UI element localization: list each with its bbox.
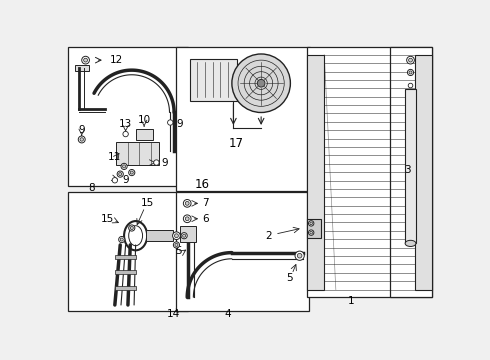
Circle shape	[310, 231, 313, 234]
Text: 2: 2	[266, 231, 272, 241]
Bar	[68, 192, 188, 311]
Text: 9: 9	[78, 125, 85, 135]
Circle shape	[84, 58, 88, 62]
Circle shape	[185, 202, 189, 205]
Text: 13: 13	[119, 119, 132, 129]
Text: 5: 5	[286, 273, 293, 283]
Circle shape	[295, 251, 304, 260]
Bar	[115, 270, 136, 274]
Text: 10: 10	[138, 115, 151, 125]
Text: 5: 5	[175, 246, 182, 256]
Circle shape	[181, 233, 187, 239]
Circle shape	[117, 171, 123, 177]
Circle shape	[174, 234, 178, 238]
Bar	[415, 55, 432, 289]
Circle shape	[409, 58, 413, 62]
Bar	[117, 142, 159, 165]
Text: 4: 4	[225, 309, 231, 319]
Bar	[190, 59, 237, 101]
Bar	[176, 47, 311, 191]
Text: 3: 3	[404, 165, 411, 175]
Text: 12: 12	[110, 55, 123, 65]
Circle shape	[309, 221, 314, 226]
Bar	[115, 286, 136, 289]
Circle shape	[123, 131, 128, 137]
Bar	[390, 47, 432, 297]
Bar	[68, 47, 188, 186]
Circle shape	[408, 69, 414, 76]
Circle shape	[78, 136, 85, 143]
Text: 1: 1	[348, 296, 355, 306]
Circle shape	[129, 225, 135, 231]
Circle shape	[185, 217, 189, 221]
Circle shape	[119, 237, 125, 243]
Bar	[136, 130, 152, 140]
Circle shape	[80, 138, 83, 141]
Ellipse shape	[405, 240, 416, 247]
Circle shape	[297, 253, 302, 258]
Text: 6: 6	[202, 214, 209, 224]
Bar	[307, 47, 432, 297]
Circle shape	[122, 165, 125, 168]
Bar	[115, 255, 136, 259]
Circle shape	[183, 215, 191, 222]
Bar	[75, 65, 89, 71]
Text: 8: 8	[88, 183, 95, 193]
Circle shape	[130, 226, 133, 230]
Circle shape	[168, 120, 173, 125]
Circle shape	[408, 83, 413, 88]
Circle shape	[173, 242, 179, 248]
Circle shape	[257, 80, 265, 87]
Text: 16: 16	[195, 177, 210, 190]
Circle shape	[309, 230, 314, 235]
Circle shape	[112, 177, 118, 183]
Text: 9: 9	[161, 158, 168, 167]
Circle shape	[183, 199, 191, 207]
Circle shape	[183, 234, 186, 237]
Circle shape	[407, 56, 415, 64]
Text: 15: 15	[100, 214, 114, 224]
Circle shape	[232, 54, 291, 112]
Text: 14: 14	[167, 309, 180, 319]
Circle shape	[82, 56, 89, 64]
Text: 9: 9	[176, 119, 183, 129]
Circle shape	[172, 232, 180, 239]
Text: 9: 9	[122, 175, 129, 185]
Circle shape	[409, 71, 412, 74]
Circle shape	[175, 243, 178, 247]
Circle shape	[119, 172, 122, 176]
Circle shape	[129, 170, 135, 176]
Circle shape	[154, 160, 159, 165]
Circle shape	[310, 222, 313, 225]
Circle shape	[130, 171, 133, 174]
Circle shape	[121, 163, 127, 170]
Bar	[179, 226, 196, 242]
Bar	[405, 89, 416, 243]
Text: 11: 11	[108, 152, 122, 162]
Bar	[307, 55, 324, 289]
Text: 17: 17	[228, 137, 243, 150]
Circle shape	[120, 238, 123, 241]
Bar	[176, 192, 309, 311]
Text: 15: 15	[141, 198, 154, 208]
Bar	[307, 219, 321, 238]
Bar	[237, 65, 245, 95]
Text: 7: 7	[202, 198, 209, 208]
Bar	[146, 230, 172, 241]
